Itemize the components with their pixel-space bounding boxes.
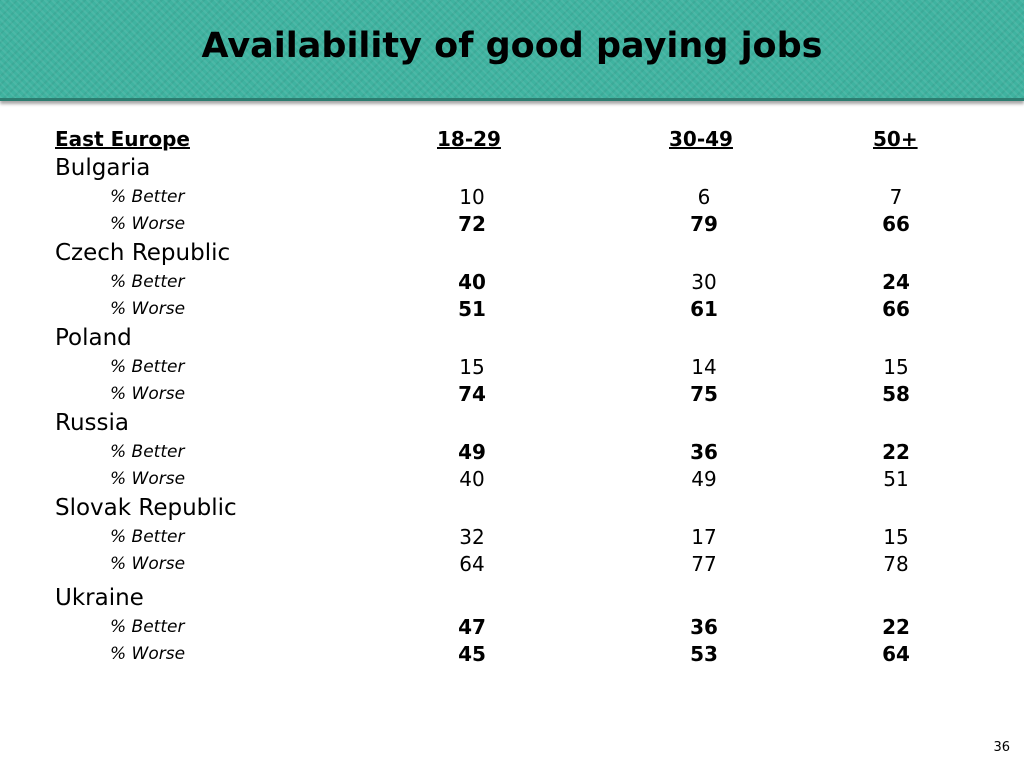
value-cell: 14 (691, 355, 717, 379)
country-row-czech-republic: Czech Republic (0, 239, 1024, 267)
value-cell: 36 (690, 440, 718, 464)
value-cell: 15 (459, 355, 485, 379)
metric-label: % Better (110, 442, 185, 462)
value-cell: 17 (691, 525, 717, 549)
value-cell: 75 (690, 382, 718, 406)
metric-label: % Worse (110, 644, 186, 664)
value-cell: 49 (691, 467, 717, 491)
value-cell: 51 (883, 467, 909, 491)
metric-row-worse: % Worse 51 61 66 (0, 295, 1024, 323)
metric-row-worse: % Worse 74 75 58 (0, 380, 1024, 408)
metric-row-worse: % Worse 72 79 66 (0, 210, 1024, 238)
value-cell: 49 (458, 440, 486, 464)
country-row-ukraine: Ukraine (0, 584, 1024, 612)
value-cell: 61 (690, 297, 718, 321)
metric-label: % Worse (110, 469, 186, 489)
country-row-russia: Russia (0, 409, 1024, 437)
value-cell: 79 (690, 212, 718, 236)
metric-row-better: % Better 40 30 24 (0, 268, 1024, 296)
country-name: Bulgaria (55, 155, 151, 181)
metric-row-worse: % Worse 45 53 64 (0, 640, 1024, 668)
slide-title: Availability of good paying jobs (201, 26, 823, 66)
country-name: Ukraine (55, 585, 144, 611)
value-cell: 53 (690, 642, 718, 666)
header-col-30-49: 30-49 (669, 127, 733, 151)
value-cell: 66 (882, 297, 910, 321)
title-band: Availability of good paying jobs (0, 0, 1024, 101)
metric-label: % Worse (110, 214, 186, 234)
metric-label: % Worse (110, 384, 186, 404)
metric-label: % Worse (110, 299, 186, 319)
country-name: Poland (55, 325, 132, 351)
value-cell: 78 (883, 552, 909, 576)
metric-row-better: % Better 49 36 22 (0, 438, 1024, 466)
country-name: Slovak Republic (55, 495, 237, 521)
value-cell: 45 (458, 642, 486, 666)
metric-row-better: % Better 10 6 7 (0, 183, 1024, 211)
header-row: East Europe 18-29 30-49 50+ (0, 125, 1024, 153)
value-cell: 24 (882, 270, 910, 294)
value-cell: 51 (458, 297, 486, 321)
metric-row-worse: % Worse 40 49 51 (0, 465, 1024, 493)
header-col-18-29: 18-29 (437, 127, 501, 151)
value-cell: 22 (882, 440, 910, 464)
value-cell: 15 (883, 525, 909, 549)
value-cell: 74 (458, 382, 486, 406)
header-col-50-plus: 50+ (873, 127, 918, 151)
value-cell: 10 (459, 185, 485, 209)
value-cell: 47 (458, 615, 486, 639)
header-region: East Europe (55, 127, 190, 151)
metric-label: % Better (110, 617, 185, 637)
value-cell: 66 (882, 212, 910, 236)
metric-row-better: % Better 32 17 15 (0, 523, 1024, 551)
value-cell: 72 (458, 212, 486, 236)
value-cell: 58 (882, 382, 910, 406)
country-row-bulgaria: Bulgaria (0, 154, 1024, 182)
value-cell: 77 (691, 552, 717, 576)
country-name: Czech Republic (55, 240, 231, 266)
value-cell: 22 (882, 615, 910, 639)
value-cell: 7 (889, 185, 903, 209)
value-cell: 40 (459, 467, 485, 491)
value-cell: 64 (882, 642, 910, 666)
country-row-slovak-republic: Slovak Republic (0, 494, 1024, 522)
metric-row-better: % Better 47 36 22 (0, 613, 1024, 641)
value-cell: 64 (459, 552, 485, 576)
value-cell: 6 (697, 185, 711, 209)
value-cell: 32 (459, 525, 485, 549)
metric-label: % Better (110, 357, 185, 377)
value-cell: 40 (458, 270, 486, 294)
metric-label: % Better (110, 527, 185, 547)
metric-row-worse: % Worse 64 77 78 (0, 550, 1024, 578)
metric-row-better: % Better 15 14 15 (0, 353, 1024, 381)
country-name: Russia (55, 410, 129, 436)
page-number: 36 (993, 740, 1010, 755)
value-cell: 15 (883, 355, 909, 379)
metric-label: % Worse (110, 554, 186, 574)
country-row-poland: Poland (0, 324, 1024, 352)
value-cell: 30 (691, 270, 717, 294)
metric-label: % Better (110, 272, 185, 292)
value-cell: 36 (690, 615, 718, 639)
metric-label: % Better (110, 187, 185, 207)
